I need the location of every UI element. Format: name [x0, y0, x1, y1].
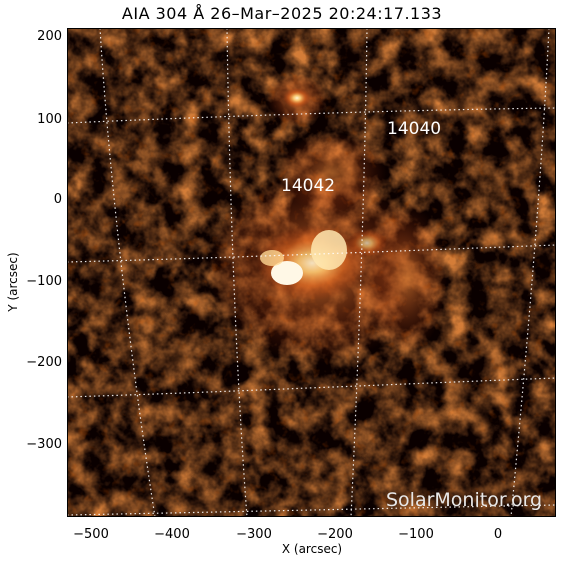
x-tick-label: −200	[317, 527, 353, 542]
x-tick-label: −500	[73, 527, 109, 542]
plot-frame	[67, 28, 556, 517]
active-region-emission	[207, 74, 447, 363]
solar-image-frame: 14040 14042 SolarMonitor.org	[67, 28, 556, 517]
y-tick-label: −200	[26, 355, 62, 370]
watermark: SolarMonitor.org	[386, 489, 543, 511]
heliographic-grid	[67, 28, 556, 517]
y-tick-label: −100	[26, 274, 62, 289]
x-axis-label: X (arcsec)	[281, 542, 343, 556]
y-tick-label: 100	[37, 112, 62, 127]
y-tick-label: −300	[26, 437, 62, 452]
y-tick-label: 0	[53, 192, 62, 207]
active-region-label: 14040	[387, 119, 442, 139]
solar-image	[67, 28, 556, 517]
x-tick-label: 0	[493, 527, 503, 542]
y-axis-label: Y (arcsec)	[6, 252, 20, 312]
x-tick-label: −400	[154, 527, 190, 542]
x-tick-label: −300	[236, 527, 272, 542]
image-title: AIA 304 Å 26–Mar–2025 20:24:17.133	[121, 4, 443, 23]
y-tick-label: 200	[37, 29, 62, 44]
x-tick-label: −100	[398, 527, 434, 542]
active-region-label: 14042	[281, 176, 336, 196]
